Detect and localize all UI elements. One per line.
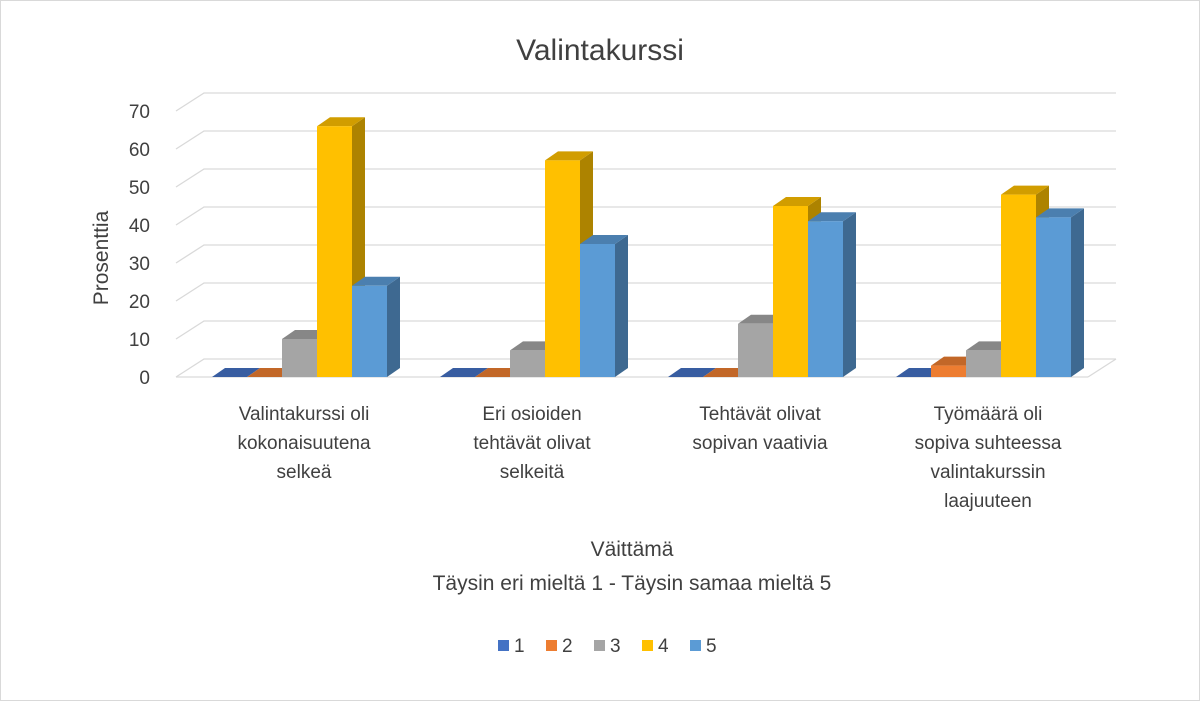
legend-label: 4 bbox=[658, 636, 669, 657]
y-tick-label: 20 bbox=[129, 292, 150, 313]
legend-swatch bbox=[642, 640, 653, 651]
bar-front bbox=[773, 206, 808, 377]
bar-side bbox=[615, 235, 628, 377]
bar-1-3 bbox=[668, 368, 716, 377]
y-tick-label: 50 bbox=[129, 178, 150, 199]
y-tick-label: 40 bbox=[129, 216, 150, 237]
bar-front bbox=[931, 365, 966, 377]
bar-top bbox=[773, 197, 821, 206]
y-axis-title: Prosenttia bbox=[90, 210, 113, 305]
legend-swatch bbox=[594, 640, 605, 651]
category-label: selkeä bbox=[277, 462, 332, 483]
bar-side bbox=[387, 276, 400, 377]
chart-title: Valintakurssi bbox=[516, 34, 684, 67]
category-label: valintakurssin bbox=[930, 462, 1045, 483]
category-label: kokonaisuutena bbox=[237, 433, 371, 454]
category-label: sopiva suhteessa bbox=[915, 433, 1062, 454]
bar-front bbox=[282, 339, 317, 377]
category-label: Valintakurssi oli bbox=[239, 404, 370, 425]
bar-top bbox=[668, 368, 716, 377]
y-tick-labels: 0 10 20 30 40 50 60 70 bbox=[129, 102, 150, 389]
bars bbox=[212, 117, 1084, 377]
legend: 1 2 3 4 5 bbox=[498, 636, 717, 657]
gridline bbox=[175, 168, 1116, 188]
category-label: sopivan vaativia bbox=[692, 433, 828, 454]
legend-swatch bbox=[498, 640, 509, 651]
bar-front bbox=[966, 350, 1001, 377]
bar-front bbox=[738, 323, 773, 377]
bar-top bbox=[808, 212, 856, 222]
x-axis-title-line-2: Täysin eri mieltä 1 - Täysin samaa mielt… bbox=[433, 572, 832, 595]
y-tick-label: 60 bbox=[129, 140, 150, 161]
bar-1-2 bbox=[440, 368, 488, 377]
legend-label: 1 bbox=[514, 636, 525, 657]
legend-label: 2 bbox=[562, 636, 573, 657]
category-label: Tehtävät olivat bbox=[699, 404, 821, 425]
floor-side-edge bbox=[1087, 358, 1117, 378]
bar-top bbox=[212, 368, 260, 377]
bar-5-3 bbox=[808, 212, 856, 377]
category-label: Eri osioiden bbox=[482, 404, 581, 425]
bar-4-1 bbox=[317, 117, 365, 377]
bar-side bbox=[1071, 208, 1084, 377]
bar-4-2 bbox=[545, 151, 593, 377]
y-tick-label: 70 bbox=[129, 102, 150, 123]
legend-label: 3 bbox=[610, 636, 621, 657]
y-tick-label: 10 bbox=[129, 330, 150, 351]
legend-swatch bbox=[546, 640, 557, 651]
gridline bbox=[175, 92, 1116, 112]
category-label: Työmäärä oli bbox=[934, 404, 1043, 425]
bar-side bbox=[843, 212, 856, 377]
bar-front bbox=[352, 285, 387, 377]
bar-front bbox=[808, 221, 843, 377]
bar-front bbox=[1036, 217, 1071, 377]
bar-5-2 bbox=[580, 235, 628, 377]
bar-top bbox=[580, 235, 628, 244]
category-label: selkeitä bbox=[500, 462, 565, 483]
bar-1-1 bbox=[212, 368, 260, 377]
gridline bbox=[175, 130, 1116, 150]
bar-front bbox=[510, 350, 545, 377]
y-tick-label: 30 bbox=[129, 254, 150, 275]
bar-top bbox=[440, 368, 488, 377]
bar-top bbox=[1001, 185, 1049, 195]
bar-5-1 bbox=[352, 276, 400, 377]
legend-label: 5 bbox=[706, 636, 717, 657]
x-axis-title-line-1: Väittämä bbox=[591, 538, 674, 561]
bar-top bbox=[545, 151, 593, 161]
bar-front bbox=[1001, 194, 1036, 377]
bar-front bbox=[545, 160, 580, 377]
category-label: tehtävät olivat bbox=[473, 433, 591, 454]
bar-top bbox=[317, 117, 365, 127]
category-labels: Valintakurssi oli kokonaisuutena selkeä Eri… bbox=[237, 404, 1061, 512]
category-label: laajuuteen bbox=[944, 491, 1032, 512]
bar-5-4 bbox=[1036, 208, 1084, 377]
y-tick-label: 0 bbox=[139, 368, 150, 389]
bar-front bbox=[580, 244, 615, 377]
bar-top bbox=[352, 276, 400, 286]
bar-front bbox=[317, 126, 352, 377]
bar-top bbox=[1036, 208, 1084, 218]
legend-swatch bbox=[690, 640, 701, 651]
